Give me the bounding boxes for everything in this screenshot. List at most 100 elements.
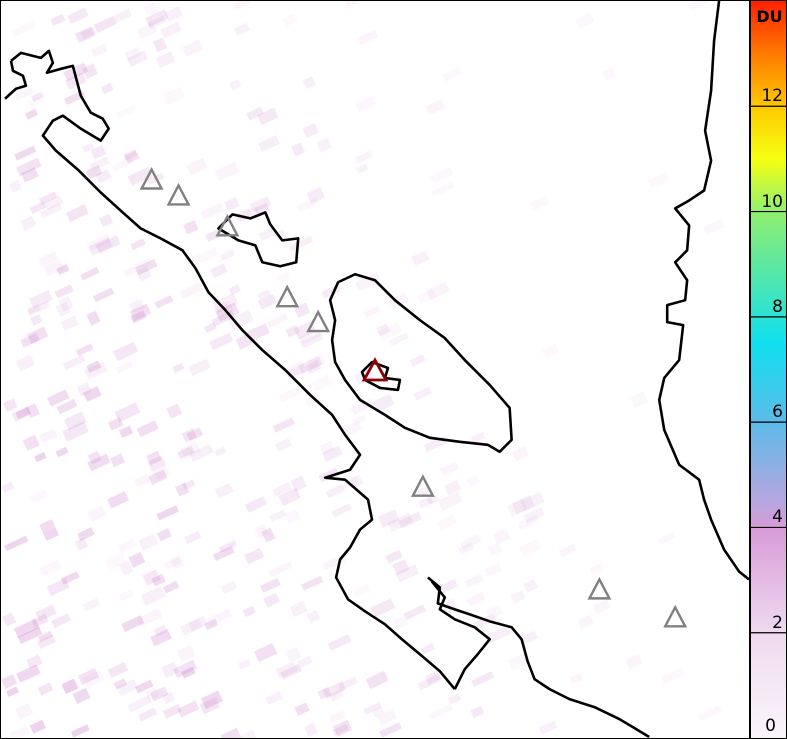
so2-pixel — [257, 293, 278, 310]
so2-pixel — [43, 527, 60, 541]
so2-pixel — [29, 201, 47, 215]
so2-pixel — [392, 615, 409, 630]
so2-pixel — [1, 481, 15, 493]
so2-pixel — [354, 150, 373, 164]
so2-pixel — [39, 428, 58, 444]
so2-pixel — [137, 608, 163, 627]
so2-pixel — [702, 218, 726, 236]
so2-pixel — [156, 505, 180, 521]
so2-pixel — [186, 427, 204, 442]
so2-pixel — [418, 496, 434, 509]
so2-pixel — [170, 554, 185, 570]
so2-pixel — [39, 519, 56, 534]
so2-pixel — [124, 46, 142, 62]
so2-pixel — [16, 157, 42, 177]
so2-pixel — [95, 168, 112, 184]
so2-pixel — [62, 421, 89, 442]
so2-pixel — [511, 495, 535, 515]
so2-pixel — [507, 651, 531, 671]
so2-pixel — [214, 446, 227, 457]
so2-pixel — [470, 431, 486, 444]
so2-pixel — [298, 329, 322, 346]
so2-pixel — [28, 96, 42, 108]
volcano-marker — [663, 604, 688, 628]
so2-pixel — [61, 678, 79, 695]
so2-pixel — [39, 559, 62, 577]
so2-pixel — [144, 687, 160, 702]
so2-pixel — [483, 562, 502, 578]
so2-pixel — [210, 263, 228, 278]
so2-pixel — [6, 686, 20, 698]
so2-pixel — [268, 561, 293, 578]
so2-pixel — [30, 314, 43, 326]
so2-pixel — [239, 729, 258, 738]
so2-pixel — [212, 292, 239, 314]
so2-pixel — [46, 389, 70, 407]
so2-pixel — [258, 135, 280, 152]
so2-pixel — [424, 670, 442, 685]
so2-pixel — [207, 608, 232, 626]
so2-pixel — [181, 666, 196, 679]
so2-pixel — [38, 191, 58, 205]
so2-pixel — [138, 707, 158, 722]
colorbar-tick-label: 2 — [772, 612, 783, 633]
so2-pixel — [114, 402, 141, 423]
so2-pixel — [486, 625, 512, 644]
so2-pixel — [204, 322, 217, 333]
so2-pixel — [341, 420, 363, 437]
so2-pixel — [50, 13, 66, 27]
so2-pixel — [30, 489, 49, 504]
so2-pixel — [147, 15, 167, 30]
so2-pixel — [82, 597, 101, 612]
so2-pixel — [290, 475, 307, 492]
so2-pixel — [123, 265, 138, 277]
so2-pixel — [424, 98, 446, 116]
so2-pixel — [113, 8, 132, 23]
so2-pixel — [329, 689, 344, 702]
colorbar: DU 0 2 4 6 8 10 12 — [750, 0, 787, 739]
so2-pixel — [350, 398, 375, 416]
highlighted-volcano-marker — [361, 357, 389, 382]
so2-pixel — [285, 646, 302, 663]
so2-pixel — [92, 287, 115, 303]
so2-pixel — [376, 323, 391, 337]
so2-pixel — [15, 406, 31, 420]
so2-pixel — [253, 642, 278, 663]
so2-pixel — [181, 428, 197, 443]
so2-pixel — [387, 512, 414, 533]
so2-pixel — [136, 420, 159, 438]
so2-pixel — [291, 142, 306, 157]
so2-pixel — [55, 446, 69, 458]
so2-pixel — [458, 542, 475, 555]
so2-pixel — [294, 702, 310, 716]
so2-pixel — [151, 573, 166, 587]
so2-pixel — [172, 362, 185, 373]
so2-pixel — [195, 246, 219, 264]
so2-pixel — [13, 618, 40, 639]
so2-pixel — [55, 301, 72, 318]
so2-pixel — [377, 322, 403, 342]
so2-pixel — [164, 557, 182, 570]
so2-pixel — [180, 618, 203, 636]
so2-pixel — [105, 553, 127, 571]
so2-pixel — [31, 91, 44, 102]
so2-pixel — [152, 37, 168, 53]
so2-pixel — [289, 600, 308, 618]
so2-pixel — [316, 137, 332, 153]
so2-pixel — [520, 491, 545, 512]
so2-pixel — [75, 343, 94, 357]
so2-pixel — [117, 538, 137, 554]
so2-pixel — [385, 549, 403, 564]
so2-pixel — [200, 690, 224, 710]
so2-pixel — [228, 284, 241, 296]
so2-pixel — [80, 266, 100, 281]
so2-pixel — [373, 393, 395, 412]
so2-pixel — [90, 43, 108, 58]
so2-pixel — [518, 538, 541, 557]
so2-pixel — [58, 296, 74, 312]
so2-pixel — [162, 580, 180, 594]
so2-pixel — [510, 590, 526, 604]
so2-pixel — [16, 664, 41, 683]
so2-pixel — [2, 612, 17, 627]
so2-pixel — [417, 674, 442, 691]
